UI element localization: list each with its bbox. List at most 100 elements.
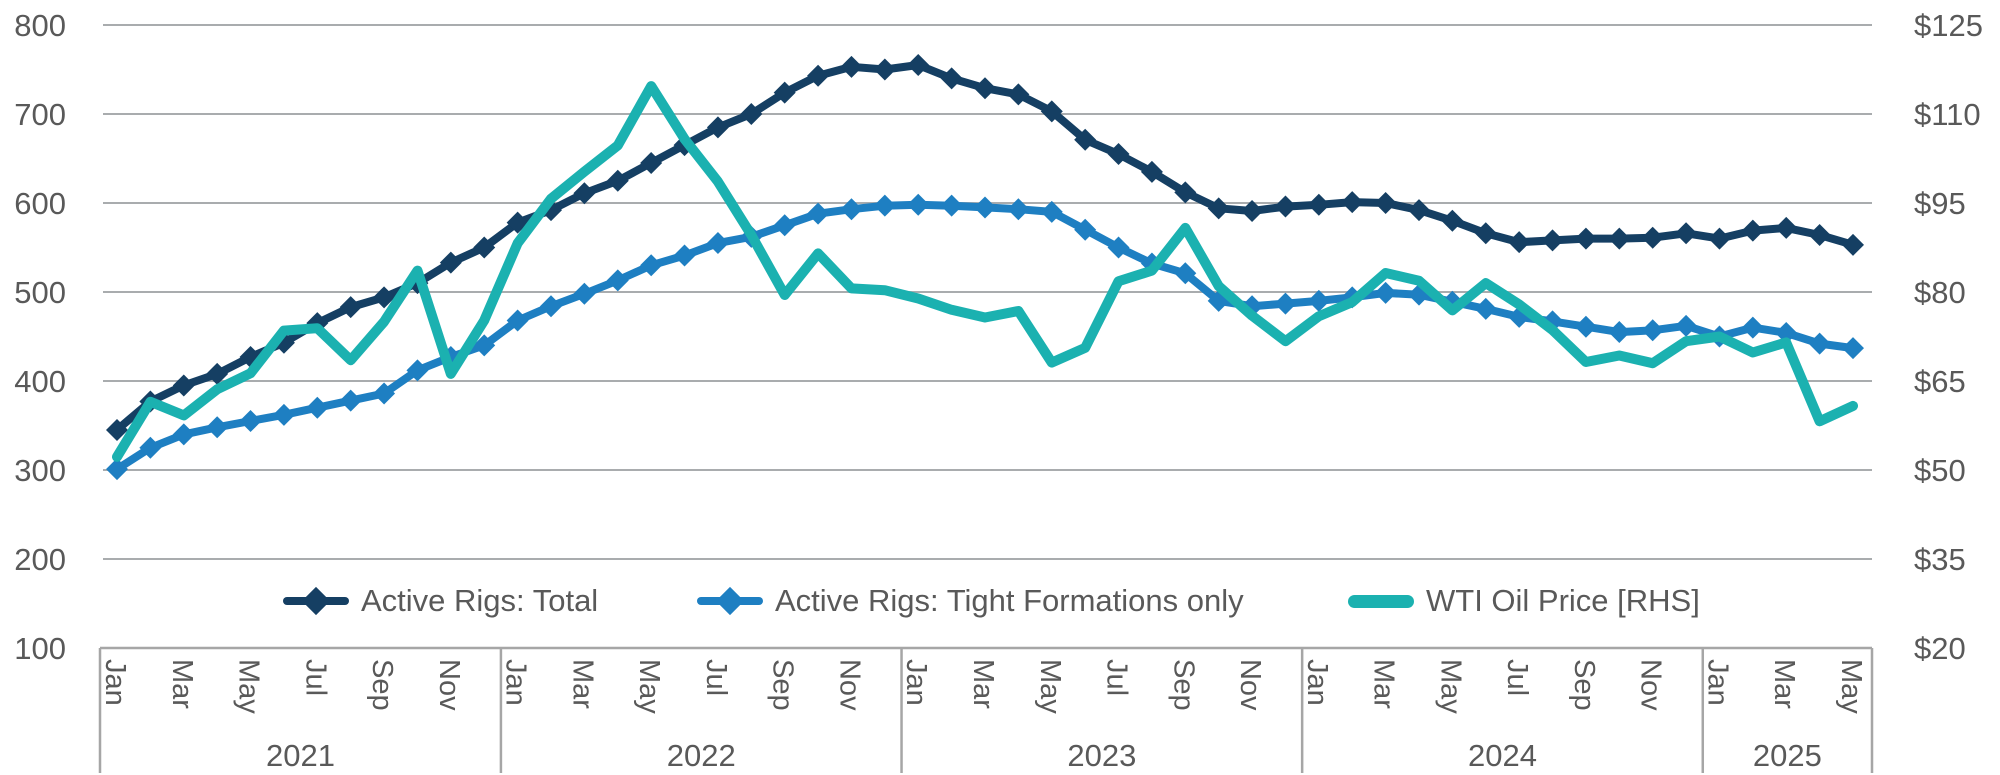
data-point-diamond (1842, 233, 1864, 256)
data-point-diamond (1040, 200, 1063, 223)
right-axis-tick-label: $95 (1914, 186, 1966, 221)
data-point-diamond (740, 103, 763, 125)
data-point-diamond (606, 269, 629, 292)
data-point-diamond (1775, 321, 1798, 344)
data-point-diamond (406, 359, 429, 382)
month-tick-label: Jul (1501, 659, 1533, 696)
month-tick-label: May (1835, 659, 1867, 714)
wti-series-line-swatch (1348, 588, 1414, 614)
data-point-diamond (1274, 292, 1297, 315)
data-point-diamond (974, 196, 996, 219)
data-point-diamond (1741, 316, 1764, 339)
month-tick-label: May (1434, 659, 1466, 714)
month-tick-label: May (1034, 659, 1066, 714)
left-axis-tick-label: 100 (14, 631, 66, 666)
legend-item-wti-oil-price: WTI Oil Price [RHS] (1348, 581, 1700, 621)
data-point-diamond (807, 202, 830, 225)
data-point-diamond (673, 244, 696, 267)
legend-label-wti-oil-price: WTI Oil Price [RHS] (1426, 583, 1700, 618)
data-point-diamond (206, 362, 229, 385)
data-point-diamond (1107, 236, 1130, 259)
data-point-diamond (940, 194, 963, 217)
data-point-diamond (373, 286, 396, 309)
data-point-diamond (272, 403, 295, 426)
month-tick-label: Jan (99, 659, 131, 706)
data-point-diamond (1274, 195, 1297, 218)
data-point-diamond (974, 77, 996, 100)
month-tick-label: Nov (1234, 659, 1266, 711)
data-point-diamond (1241, 200, 1264, 223)
legend-label-active-rigs-tight: Active Rigs: Tight Formations only (775, 583, 1244, 618)
left-axis-tick-label: 600 (14, 186, 66, 221)
data-point-diamond (339, 389, 362, 412)
month-tick-label: Sep (1568, 659, 1600, 711)
data-point-diamond (706, 232, 729, 255)
data-point-diamond (1641, 319, 1664, 342)
data-point-diamond (706, 116, 729, 139)
data-point-diamond (807, 64, 830, 87)
left-axis-tick-label: 700 (14, 97, 66, 132)
data-point-diamond (339, 296, 362, 319)
month-tick-label: Jul (700, 659, 732, 696)
gridlines (103, 24, 1872, 560)
data-point-diamond (1741, 219, 1764, 242)
data-point-diamond (1675, 314, 1698, 337)
month-tick-label: Sep (1167, 659, 1199, 711)
data-point-diamond (106, 418, 128, 441)
data-point-diamond (606, 169, 629, 192)
data-point-diamond (473, 236, 496, 259)
left-axis-tick-label: 200 (14, 542, 66, 577)
year-labels: 2021 2022 2023 2024 2025 (266, 738, 1822, 773)
series-line (113, 61, 1857, 434)
data-point-diamond (907, 193, 930, 216)
total-series-marker-swatch (283, 586, 349, 616)
data-point-diamond (1708, 227, 1731, 250)
month-tick-label: Mar (566, 659, 598, 709)
data-point-diamond (1808, 332, 1831, 355)
month-tick-label: Jan (1701, 659, 1733, 706)
data-point-diamond (1842, 337, 1864, 360)
right-axis-tick-label: $50 (1914, 453, 1966, 488)
month-tick-label: May (633, 659, 665, 714)
data-point-diamond (1307, 289, 1330, 312)
data-point-diamond (540, 295, 562, 318)
data-point-diamond (139, 436, 162, 459)
year-label: 2025 (1753, 738, 1822, 773)
data-point-diamond (1675, 222, 1698, 245)
data-point-diamond (1474, 297, 1497, 320)
left-axis-labels: 800 700 600 500 400 300 200 100 (14, 8, 66, 666)
series-wti-oil-price-rhs- (112, 81, 1858, 462)
month-tick-label: Nov (433, 659, 465, 711)
data-point-diamond (1508, 231, 1531, 254)
data-point-diamond (506, 309, 529, 332)
month-tick-label: Jul (299, 659, 331, 696)
data-point-diamond (206, 416, 229, 439)
data-point-diamond (439, 251, 462, 274)
series-active-rigs-total (106, 54, 1864, 441)
legend-label-active-rigs-total: Active Rigs: Total (361, 583, 599, 618)
data-point-diamond (473, 334, 496, 357)
year-label: 2021 (266, 738, 335, 773)
data-point-diamond (1107, 143, 1130, 166)
data-point-diamond (172, 374, 195, 397)
data-point-diamond (1408, 199, 1430, 222)
year-label: 2023 (1067, 738, 1136, 773)
month-tick-label: Jan (900, 659, 932, 706)
data-point-diamond (1040, 100, 1063, 123)
data-point-diamond (640, 254, 663, 277)
data-point-diamond (873, 58, 896, 81)
right-axis-tick-label: $110 (1914, 97, 1981, 132)
year-label: 2024 (1468, 738, 1537, 773)
right-axis-tick-label: $65 (1914, 364, 1966, 399)
data-point-diamond (1007, 198, 1030, 221)
data-point-diamond (640, 151, 663, 174)
data-point-diamond (1374, 192, 1397, 214)
data-point-diamond (1608, 321, 1631, 344)
data-point-diamond (1307, 193, 1330, 216)
data-point-diamond (940, 67, 963, 90)
data-point-diamond (1474, 222, 1497, 245)
data-point-diamond (573, 282, 596, 305)
right-axis-tick-label: $125 (1914, 8, 1983, 43)
